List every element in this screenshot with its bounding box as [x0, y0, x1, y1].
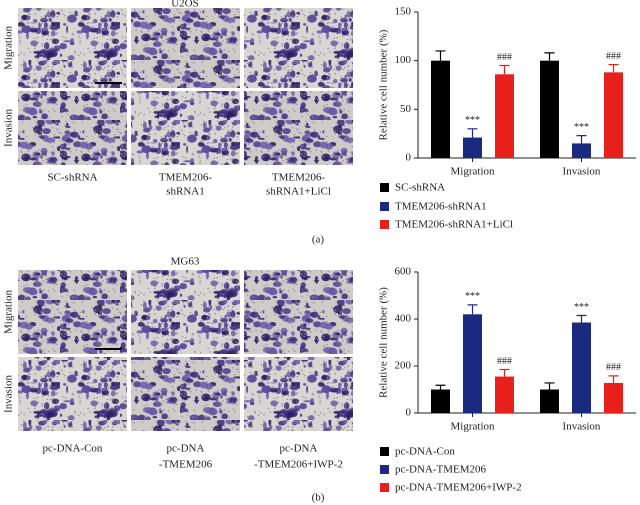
cell-line-title: U2OS: [171, 0, 199, 10]
x-tick-label: Migration: [451, 421, 495, 433]
column-label: SC-shRNA: [47, 172, 97, 184]
error-bar: [576, 314, 587, 323]
micrograph: [18, 8, 127, 88]
legend-label: pc-DNA-Con: [395, 446, 455, 458]
y-axis-label: Relative cell number (%): [378, 287, 390, 398]
row-label: Invasion: [3, 375, 15, 413]
y-tick-label: 50: [400, 103, 412, 115]
micrograph: [244, 91, 353, 165]
y-axis-label: Relative cell number (%): [378, 29, 390, 140]
column-label: TMEM206-: [272, 172, 326, 184]
legend-label: TMEM206-shRNA1+LiCl: [395, 219, 513, 231]
column-label: shRNA1: [166, 186, 205, 198]
column-label: pc-DNA: [167, 443, 205, 455]
micrograph: [18, 91, 127, 165]
column-label: pc-DNA-Con: [43, 443, 103, 455]
y-tick-label: 100: [395, 54, 412, 66]
legend-swatch: [380, 183, 389, 192]
error-bar: [576, 135, 587, 144]
error-bar: [608, 63, 619, 73]
error-bar: [467, 304, 478, 315]
significance-label: ***: [574, 302, 589, 313]
legend-swatch: [380, 220, 389, 229]
row-label: Invasion: [3, 109, 15, 147]
legend-swatch: [380, 202, 389, 211]
y-tick-label: 150: [395, 6, 412, 18]
bar: [463, 137, 482, 158]
column-label: pc-DNA: [280, 443, 318, 455]
bar: [431, 389, 450, 413]
y-tick-label: 0: [406, 407, 412, 419]
y-tick-label: 400: [395, 313, 412, 325]
panel-label: (b): [312, 492, 325, 504]
significance-label: ###: [497, 356, 512, 367]
error-bar: [499, 64, 510, 75]
significance-label: ###: [606, 51, 621, 62]
micrograph: [131, 8, 240, 88]
cell-line-title: MG63: [171, 256, 200, 268]
x-tick-label: Invasion: [563, 421, 601, 433]
error-bar: [544, 52, 555, 61]
y-tick-label: 600: [395, 266, 412, 278]
row-label: Migration: [3, 26, 15, 70]
error-bar: [467, 128, 478, 138]
legend-swatch: [380, 483, 389, 492]
legend-label: SC-shRNA: [395, 182, 445, 194]
bar: [604, 72, 623, 158]
bar: [572, 322, 591, 413]
bar: [540, 60, 559, 158]
error-bar: [499, 368, 510, 377]
error-bar: [435, 50, 446, 61]
legend-label: pc-DNA-TMEM206: [395, 464, 487, 476]
column-label: shRNA1+LiCl: [266, 186, 331, 198]
x-tick-label: Invasion: [563, 166, 601, 178]
significance-label: ***: [574, 122, 589, 133]
bar: [463, 314, 482, 413]
legend-label: TMEM206-shRNA1: [395, 201, 487, 213]
legend-swatch: [380, 447, 389, 456]
micrograph: [131, 357, 240, 431]
significance-label: ###: [606, 362, 621, 373]
y-tick-label: 200: [395, 360, 412, 372]
bar: [572, 143, 591, 158]
error-bar: [435, 384, 446, 390]
significance-label: ###: [497, 52, 512, 63]
micrograph: [244, 270, 353, 354]
error-bar: [608, 375, 619, 383]
bar: [495, 376, 514, 413]
micrograph: [244, 357, 353, 431]
column-label: TMEM206-: [159, 172, 213, 184]
micrograph: [244, 8, 353, 88]
bar: [540, 389, 559, 413]
significance-label: ***: [465, 291, 480, 302]
micrograph: [131, 270, 240, 354]
x-tick-label: Migration: [451, 166, 495, 178]
micrograph: [131, 91, 240, 165]
bar: [431, 60, 450, 158]
column-label: -TMEM206+IWP-2: [254, 459, 343, 471]
legend-label: pc-DNA-TMEM206+IWP-2: [395, 482, 522, 494]
row-label: Migration: [3, 290, 15, 334]
legend-swatch: [380, 465, 389, 474]
bar: [495, 74, 514, 158]
y-tick-label: 0: [406, 152, 412, 164]
micrograph: [18, 357, 127, 431]
panel-label: (a): [312, 234, 325, 246]
error-bar: [544, 382, 555, 390]
column-label: -TMEM206: [159, 459, 213, 471]
significance-label: ***: [465, 115, 480, 126]
micrograph: [18, 270, 127, 354]
bar: [604, 382, 623, 413]
